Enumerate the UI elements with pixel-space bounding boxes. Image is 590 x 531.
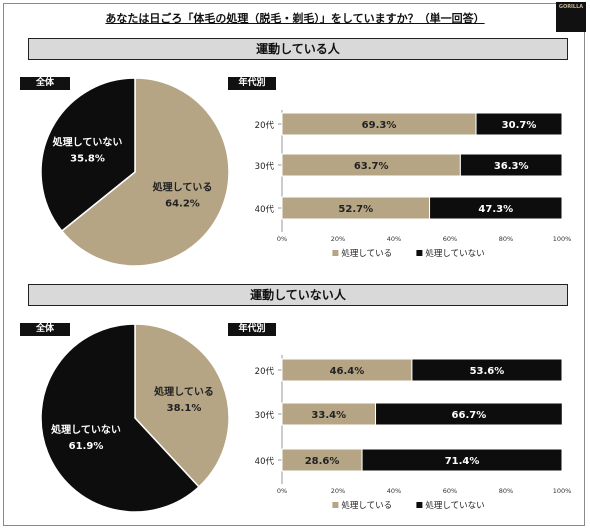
pie-exercise-slice-label-0: 処理している [152,181,213,194]
bars-no-exercise-x-tick-1: 20% [331,487,345,495]
bars-exercise-x-tick-5: 100% [553,235,572,243]
bars-no-exercise-category-2: 40代 [255,456,275,467]
bars-exercise-bar-label-0-0: 69.3% [362,120,397,131]
pie-no-exercise-slice-1 [40,323,200,513]
bars-exercise-x-tick-4: 80% [499,235,513,243]
pie-exercise-slice-value-1: 35.8% [70,153,105,164]
bars-no-exercise-bar-label-1-1: 66.7% [452,410,487,421]
section-title-no-exercise: 運動していない人 [28,284,568,306]
bars-no-exercise-x-tick-2: 40% [387,487,401,495]
bars-exercise-category-2: 40代 [255,204,275,215]
bars-no-exercise-bar-label-0-1: 53.6% [470,366,505,377]
bars-no-exercise-x-tick-3: 60% [443,487,457,495]
pie-no-exercise-slice-0 [134,323,230,488]
pie-no-exercise-slice-label-0: 処理している [153,385,214,398]
bars-exercise-legend-swatch-1 [416,250,423,256]
bars-no-exercise-bar-label-0-0: 46.4% [330,366,365,377]
tag-overall-no-exercise: 全体 [20,323,70,336]
bars-exercise-bar-label-0-1: 30.7% [502,120,537,131]
figure-title: あなたは日ごろ「体毛の処理（脱毛・剃毛）」をしていますか？（単一回答） [105,12,485,25]
pie-exercise-slice-0 [60,77,230,267]
bars-no-exercise-bar-0-1 [411,358,563,382]
pie-exercise-slice-1 [40,77,136,233]
bars-no-exercise-bar-label-2-1: 71.4% [445,456,480,467]
pie-exercise-slice-value-0: 64.2% [165,199,200,210]
bars-exercise-category-0: 20代 [255,120,275,131]
tag-overall-exercise: 全体 [20,77,70,90]
bars-no-exercise-bar-2-1 [361,448,563,472]
bars-no-exercise-bar-label-2-0: 28.6% [305,456,340,467]
bars-exercise-bar-label-1-0: 63.7% [354,161,389,172]
bars-no-exercise-legend-label-1: 処理していない [425,500,484,511]
bars-exercise-x-tick-1: 20% [331,235,345,243]
pie-exercise-slice-label-1: 処理していない [52,135,123,148]
pie-no-exercise-slice-value-1: 61.9% [69,441,104,452]
bars-exercise-x-tick-2: 40% [387,235,401,243]
bars-exercise-category-1: 30代 [255,161,275,172]
bars-no-exercise-x-tick-5: 100% [553,487,572,495]
bars-exercise-legend-label-0: 処理している [341,248,392,259]
tag-by-age-exercise: 年代別 [228,77,276,90]
bars-exercise-bar-label-1-1: 36.3% [494,161,529,172]
bars-no-exercise-legend-label-0: 処理している [341,500,392,511]
bars-exercise-bar-label-2-1: 47.3% [478,204,513,215]
bars-exercise-bar-0-1 [475,112,563,136]
bars-no-exercise-category-1: 30代 [255,410,275,421]
bars-exercise-bar-1-1 [459,153,563,177]
bars-exercise-legend-label-1: 処理していない [425,248,484,259]
pie-no-exercise-slice-label-1: 処理していない [50,423,121,436]
bars-no-exercise-legend-swatch-0 [332,502,339,508]
gorilla-logo: GORILLA [556,2,586,32]
figure-frame [3,3,585,526]
pie-no-exercise-slice-value-0: 38.1% [167,403,202,414]
bars-exercise-legend-swatch-0 [332,250,339,256]
bars-exercise-bar-2-1 [429,196,563,220]
bars-no-exercise-x-tick-4: 80% [499,487,513,495]
bars-no-exercise-legend-swatch-1 [416,502,423,508]
bars-no-exercise-bar-label-1-0: 33.4% [311,410,346,421]
bars-exercise-bar-label-2-0: 52.7% [338,204,373,215]
tag-by-age-no-exercise: 年代別 [228,323,276,336]
bars-exercise-x-tick-0: 0% [277,235,287,243]
bars-no-exercise-x-tick-0: 0% [277,487,287,495]
bars-no-exercise-category-0: 20代 [255,366,275,377]
section-title-exercise: 運動している人 [28,38,568,60]
bars-exercise-x-tick-3: 60% [443,235,457,243]
bars-no-exercise-bar-1-1 [375,402,563,426]
